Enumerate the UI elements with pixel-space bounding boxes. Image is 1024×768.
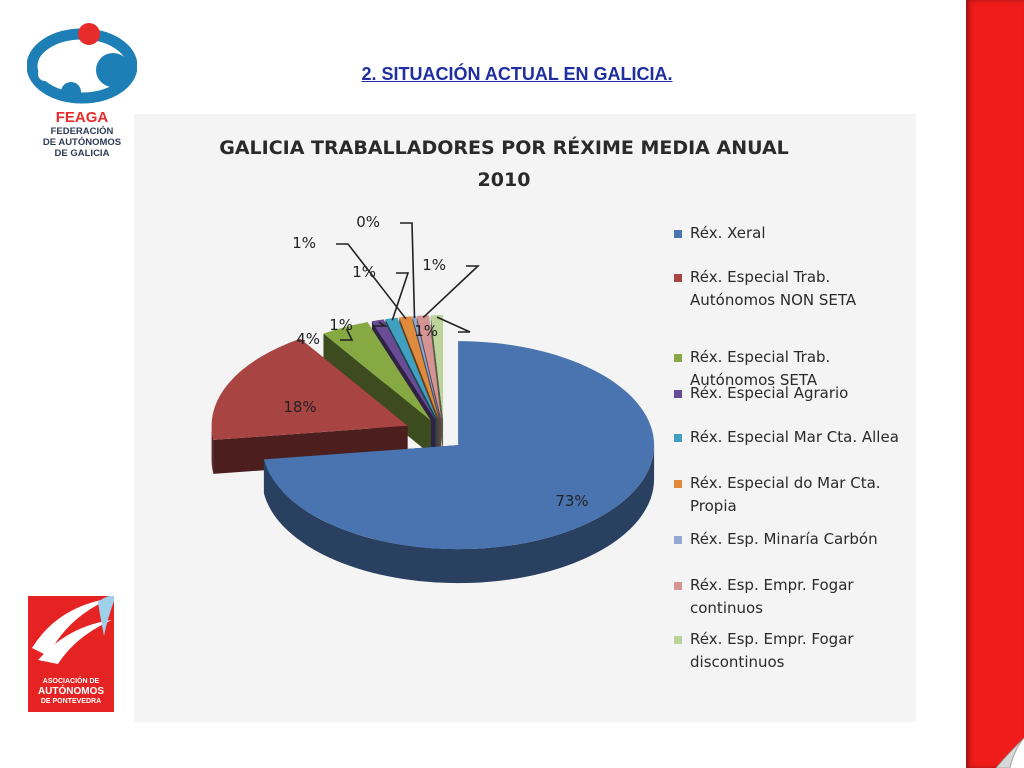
leader-line-rex-esp-empr-fogar-discontinuos [436, 316, 471, 333]
page-curl-icon [996, 738, 1024, 768]
leader-line-rex-especial-trab-autonomos-seta [340, 328, 354, 341]
pie-slice-side [263, 445, 655, 584]
legend-label: Réx. Especial do Mar Cta. Propia [690, 474, 881, 515]
legend-item-rex-especial-trab-autonomos-seta: Réx. Especial Trab. Autónomos SETA [674, 346, 914, 392]
legend-label: Réx. Esp. Empr. Fogar continuos [690, 576, 854, 617]
legend-swatch [674, 274, 682, 282]
leader-line-rex-especial-mar-cta-allea [391, 272, 410, 321]
leader-line-rex-especial-agrario [373, 321, 388, 327]
legend-swatch [674, 480, 682, 488]
legend-swatch [674, 230, 682, 238]
data-label-rex-xeral: 73% [555, 492, 588, 510]
leader-line-rex-esp-empr-fogar-continuos [422, 265, 481, 319]
data-label-rex-especial-do-mar-cta-propia: 1% [292, 234, 316, 252]
chart-title-line2: 2010 [477, 169, 531, 191]
legend-label: Réx. Esp. Minaría Carbón [690, 530, 878, 548]
apa-text: ASOCIACIÓN DE AUTÓNOMOS DE PONTEVEDRA [28, 677, 114, 706]
pie-slice-top [399, 316, 439, 420]
legend-item-rex-especial-do-mar-cta-propia: Réx. Especial do Mar Cta. Propia [674, 472, 914, 518]
feaga-logo: FEAGA FEDERACIÓN DE AUTÓNOMOS DE GALICIA [24, 20, 140, 170]
legend-item-rex-especial-mar-cta-allea: Réx. Especial Mar Cta. Allea [674, 426, 914, 449]
legend-swatch [674, 536, 682, 544]
legend-swatch [674, 582, 682, 590]
pie-slice-top [412, 315, 441, 420]
pie-slice-top [263, 341, 655, 550]
legend-swatch [674, 434, 682, 442]
data-label-rex-especial-mar-cta-allea: 1% [352, 263, 376, 281]
legend-item-rex-especial-trab-autonomos-non-seta: Réx. Especial Trab. Autónomos NON SETA [674, 266, 914, 312]
legend-item-rex-esp-minaria-carbon: Réx. Esp. Minaría Carbón [674, 528, 914, 551]
leader-line-rex-especial-do-mar-cta-propia [336, 243, 407, 320]
right-accent-bar [966, 0, 1024, 768]
pie-slice-top [430, 315, 444, 420]
apa-text-line1: ASOCIACIÓN DE [42, 678, 100, 685]
feaga-name: FEAGA [55, 109, 109, 126]
legend-item-rex-esp-empr-fogar-discontinuos: Réx. Esp. Empr. Fogar discontinuos [674, 628, 914, 674]
pie-slice-top [323, 322, 431, 421]
legend-swatch [674, 390, 682, 398]
data-label-rex-esp-minaria-carbon: 0% [356, 213, 380, 231]
data-label-rex-especial-trab-autonomos-non-seta: 18% [283, 398, 316, 416]
pie-slice-top [371, 319, 436, 420]
data-label-rex-especial-agrario: 1% [329, 316, 353, 334]
apa-text-line3: DE PONTEVEDRA [40, 698, 102, 705]
data-label-rex-esp-empr-fogar-discontinuos: 1% [414, 322, 438, 340]
legend-label: Réx. Esp. Empr. Fogar discontinuos [690, 630, 854, 671]
pie-slice-top [211, 338, 408, 440]
apa-logo: ASOCIACIÓN DE AUTÓNOMOS DE PONTEVEDRA [28, 595, 116, 712]
feaga-subtitle-1: FEDERACIÓN [50, 126, 114, 137]
feaga-subtitle-3: DE GALICIA [54, 148, 110, 159]
pie-chart: 73% 18% 4% 1% 1% 1% 0% 1% 1% [211, 213, 655, 584]
leader-line-rex-esp-minaria-carbon [400, 222, 416, 319]
apa-swoosh-icon [32, 595, 116, 664]
legend-swatch [674, 354, 682, 362]
pie-slice-rex-xeral [263, 341, 655, 584]
legend-label: Réx. Xeral [690, 224, 766, 242]
chart-title: GALICIA TRABALLADORES POR RÉXIME MEDIA A… [134, 132, 874, 196]
legend-label: Réx. Especial Mar Cta. Allea [690, 428, 899, 446]
data-label-rex-especial-trab-autonomos-seta: 4% [296, 330, 320, 348]
legend-label: Réx. Especial Agrario [690, 384, 849, 402]
pie-slice-side [211, 425, 214, 474]
data-label-rex-esp-empr-fogar-continuos: 1% [422, 256, 446, 274]
pie-slice-top [385, 317, 438, 420]
chart-panel: GALICIA TRABALLADORES POR RÉXIME MEDIA A… [134, 114, 916, 722]
legend-label: Réx. Especial Trab. Autónomos NON SETA [690, 268, 857, 309]
legend-item-rex-xeral: Réx. Xeral [674, 222, 914, 245]
slide-title: 2. SITUACIÓN ACTUAL EN GALICIA. [361, 64, 673, 84]
feaga-subtitle-2: DE AUTÓNOMOS [42, 137, 122, 148]
feaga-emblem-icon [27, 23, 137, 104]
legend-item-rex-esp-empr-fogar-continuos: Réx. Esp. Empr. Fogar continuos [674, 574, 914, 620]
legend-label: Réx. Especial Trab. Autónomos SETA [690, 348, 831, 389]
legend-swatch [674, 636, 682, 644]
apa-text-line2: AUTÓNOMOS [37, 686, 105, 697]
legend-item-rex-especial-agrario: Réx. Especial Agrario [674, 382, 914, 405]
pie-slice-top [416, 315, 442, 420]
chart-title-line1: GALICIA TRABALLADORES POR RÉXIME MEDIA A… [219, 137, 789, 159]
